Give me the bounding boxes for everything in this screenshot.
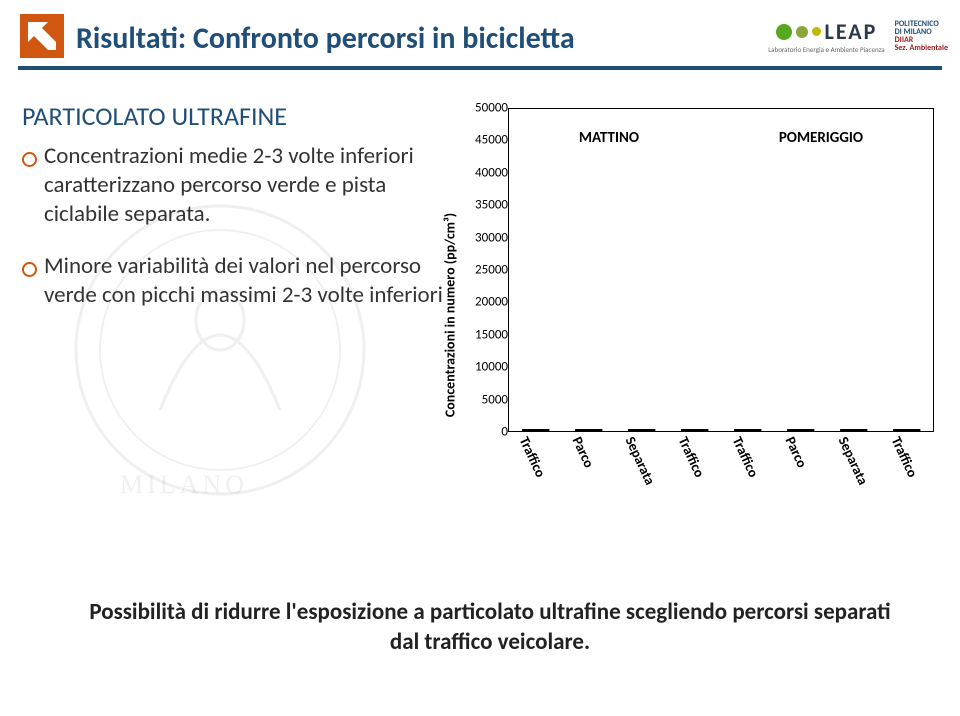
y-tick-label: 30000: [474, 230, 508, 245]
section-heading: PARTICOLATO ULTRAFINE: [22, 100, 452, 132]
y-tick-label: 20000: [474, 295, 508, 310]
y-tick-label: 35000: [474, 198, 508, 213]
plot-area: MATTINO POMERIGGIO: [508, 108, 934, 432]
x-ticks: Traffico Parco Separata Traffico Traffico Par…: [508, 432, 934, 530]
y-tick-label: 50000: [474, 101, 508, 116]
chart-legend: MATTINO POMERIGGIO: [509, 129, 933, 147]
poli-line: Sez. Ambientale: [895, 44, 948, 52]
y-axis-label: Concentrazioni in numero (pp/cm³): [442, 213, 459, 417]
text-column: PARTICOLATO ULTRAFINE Concentrazioni med…: [22, 100, 452, 334]
x-tick-label: Separata: [622, 434, 659, 488]
y-ticks: 0500010000150002000025000300003500040000…: [474, 108, 508, 432]
x-tick-label: Parco: [568, 434, 597, 470]
y-tick-label: 25000: [474, 263, 508, 278]
y-tick-label: 45000: [474, 133, 508, 148]
y-tick-label: 5000: [474, 392, 508, 407]
y-tick-label: 0: [474, 425, 508, 440]
y-tick-label: 10000: [474, 360, 508, 375]
bullet-item: Minore variabilità dei valori nel percor…: [22, 252, 452, 310]
conclusion-text: Possibilità di ridurre l'esposizione a p…: [80, 598, 900, 658]
leap-text: LEAP: [825, 18, 878, 45]
watermark-text: MILANO: [120, 470, 248, 500]
legend-left: MATTINO: [579, 129, 639, 147]
leap-dot-icon: [812, 27, 821, 36]
page-title: Risultati: Confronto percorsi in bicicle…: [76, 20, 575, 57]
leap-subtitle: Laboratorio Energia e Ambiente Piacenza: [768, 45, 884, 54]
x-tick-label: Traffico: [888, 434, 921, 480]
title-bar: Risultati: Confronto percorsi in bicicle…: [0, 14, 960, 64]
legend-right: POMERIGGIO: [779, 129, 863, 147]
header-rule: [18, 66, 942, 70]
y-tick-label: 15000: [474, 327, 508, 342]
y-tick-label: 40000: [474, 165, 508, 180]
x-tick-label: Traffico: [728, 434, 761, 480]
logo-group: LEAP Laboratorio Energia e Ambiente Piac…: [768, 14, 948, 58]
boxplot-chart: Concentrazioni in numero (pp/cm³) 050001…: [452, 100, 942, 530]
x-tick-label: Traffico: [515, 434, 548, 480]
leap-dot-icon: [796, 26, 808, 38]
header-arrow-icon: [20, 14, 64, 58]
x-tick-label: Parco: [781, 434, 810, 470]
bullet-item: Concentrazioni medie 2-3 volte inferiori…: [22, 142, 452, 228]
x-tick-label: Separata: [835, 434, 872, 488]
leap-logo: LEAP Laboratorio Energia e Ambiente Piac…: [768, 18, 884, 54]
leap-dot-icon: [776, 24, 792, 40]
x-tick-label: Traffico: [675, 434, 708, 480]
politecnico-logo: POLITECNICO DI MILANO DIIAR Sez. Ambient…: [895, 20, 948, 52]
